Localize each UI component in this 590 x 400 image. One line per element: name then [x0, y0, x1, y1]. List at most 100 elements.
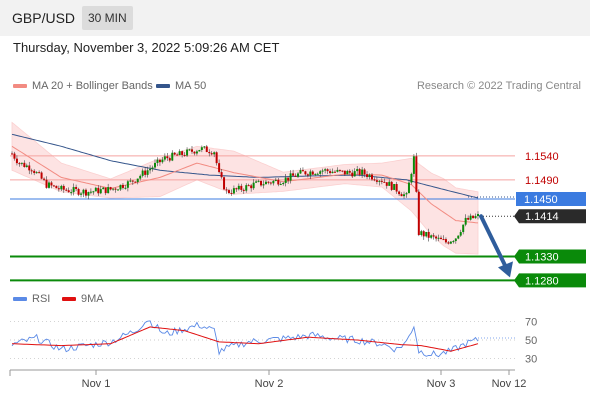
candle-body — [35, 172, 38, 174]
candle-body — [28, 165, 31, 171]
candle-body — [134, 181, 137, 183]
candle-body — [316, 173, 319, 175]
candle-body — [444, 239, 447, 243]
legend-rsi-ma: 9MA — [62, 293, 104, 305]
candle-body — [425, 231, 428, 237]
candle-body — [242, 189, 245, 191]
candle-body — [356, 169, 359, 172]
candle-body — [338, 169, 341, 171]
candle-body — [227, 190, 230, 194]
candle-body — [156, 159, 159, 163]
candle-body — [67, 190, 70, 193]
candle-body — [297, 173, 300, 177]
candle-body — [190, 149, 193, 152]
candle-body — [203, 146, 206, 148]
rsi-ma-label: 9MA — [81, 293, 104, 305]
candle-body — [378, 180, 381, 182]
candle-body — [62, 185, 65, 190]
ma20-label: MA 20 + Bollinger Bands — [32, 80, 153, 92]
currency-pair: GBP/USD — [12, 10, 76, 26]
candle-body — [410, 173, 413, 183]
candle-body — [272, 180, 275, 184]
candle-body — [151, 167, 154, 169]
candle-body — [403, 194, 406, 197]
candle-body — [75, 187, 78, 189]
candle-body — [131, 180, 134, 182]
candle-body — [324, 169, 327, 171]
candle-body — [218, 163, 221, 173]
candle-body — [255, 181, 258, 183]
candle-body — [70, 192, 73, 194]
candle-body — [104, 187, 107, 194]
timeframe-badge[interactable]: 30 MIN — [82, 6, 133, 30]
candle-body — [99, 189, 102, 194]
legend-rsi: RSI — [13, 293, 50, 305]
x-tick-label: Nov 12 — [492, 378, 527, 390]
candle-body — [223, 177, 226, 190]
candle-body — [139, 175, 142, 179]
candle-body — [33, 170, 36, 174]
candle-body — [18, 163, 21, 165]
candle-body — [124, 187, 127, 189]
candle-body — [311, 171, 314, 175]
candle-body — [306, 174, 309, 176]
candle-body — [348, 170, 351, 173]
support-label-box — [514, 249, 586, 264]
candle-body — [80, 193, 83, 195]
candle-body — [60, 185, 63, 190]
candle-body — [415, 156, 418, 192]
candle-body — [292, 173, 295, 176]
candle-body — [82, 189, 85, 194]
candle-body — [474, 216, 477, 219]
ma20-swatch — [13, 84, 27, 89]
candle-body — [427, 231, 430, 238]
candle-body — [208, 152, 211, 154]
candle-body — [247, 185, 250, 187]
candle-body — [112, 188, 115, 190]
candle-body — [154, 162, 157, 168]
candle-body — [353, 171, 356, 177]
chart-datetime: Thursday, November 3, 2022 5:09:26 AM CE… — [13, 40, 280, 55]
candle-body — [459, 232, 462, 236]
resistance-label: 1.1540 — [525, 151, 559, 163]
candle-body — [240, 185, 243, 190]
candle-body — [102, 187, 105, 190]
candle-body — [158, 159, 161, 163]
candle-body — [146, 170, 149, 175]
candle-body — [358, 169, 361, 175]
candle-body — [171, 152, 174, 161]
candle-body — [200, 147, 203, 151]
candle-body — [264, 181, 267, 185]
candle-body — [385, 182, 388, 186]
research-credit: Research © 2022 Trading Central — [416, 80, 581, 92]
candle-body — [412, 156, 415, 174]
candle-body — [467, 217, 470, 220]
candle-body — [45, 179, 48, 188]
candle-body — [55, 185, 58, 189]
candle-body — [117, 189, 120, 191]
candle-body — [314, 173, 317, 175]
candle-body — [400, 194, 403, 197]
candle-body — [405, 193, 408, 195]
rsi-tick-label: 30 — [525, 354, 537, 366]
rsi-swatch — [13, 297, 27, 302]
candle-body — [435, 236, 438, 239]
candle-body — [114, 188, 117, 190]
candle-body — [136, 178, 139, 183]
candle-body — [388, 181, 391, 186]
candle-body — [282, 182, 285, 185]
candle-body — [301, 170, 304, 172]
candle-body — [294, 175, 297, 177]
candle-body — [289, 173, 292, 181]
candle-body — [368, 174, 371, 177]
candle-body — [84, 189, 87, 196]
candle-body — [50, 182, 53, 186]
candle-body — [420, 231, 423, 236]
candle-body — [257, 180, 260, 182]
candle-body — [393, 184, 396, 190]
candle-body — [245, 185, 248, 191]
candle-body — [380, 180, 383, 182]
ma50-label: MA 50 — [175, 80, 207, 92]
candle-body — [126, 181, 129, 188]
